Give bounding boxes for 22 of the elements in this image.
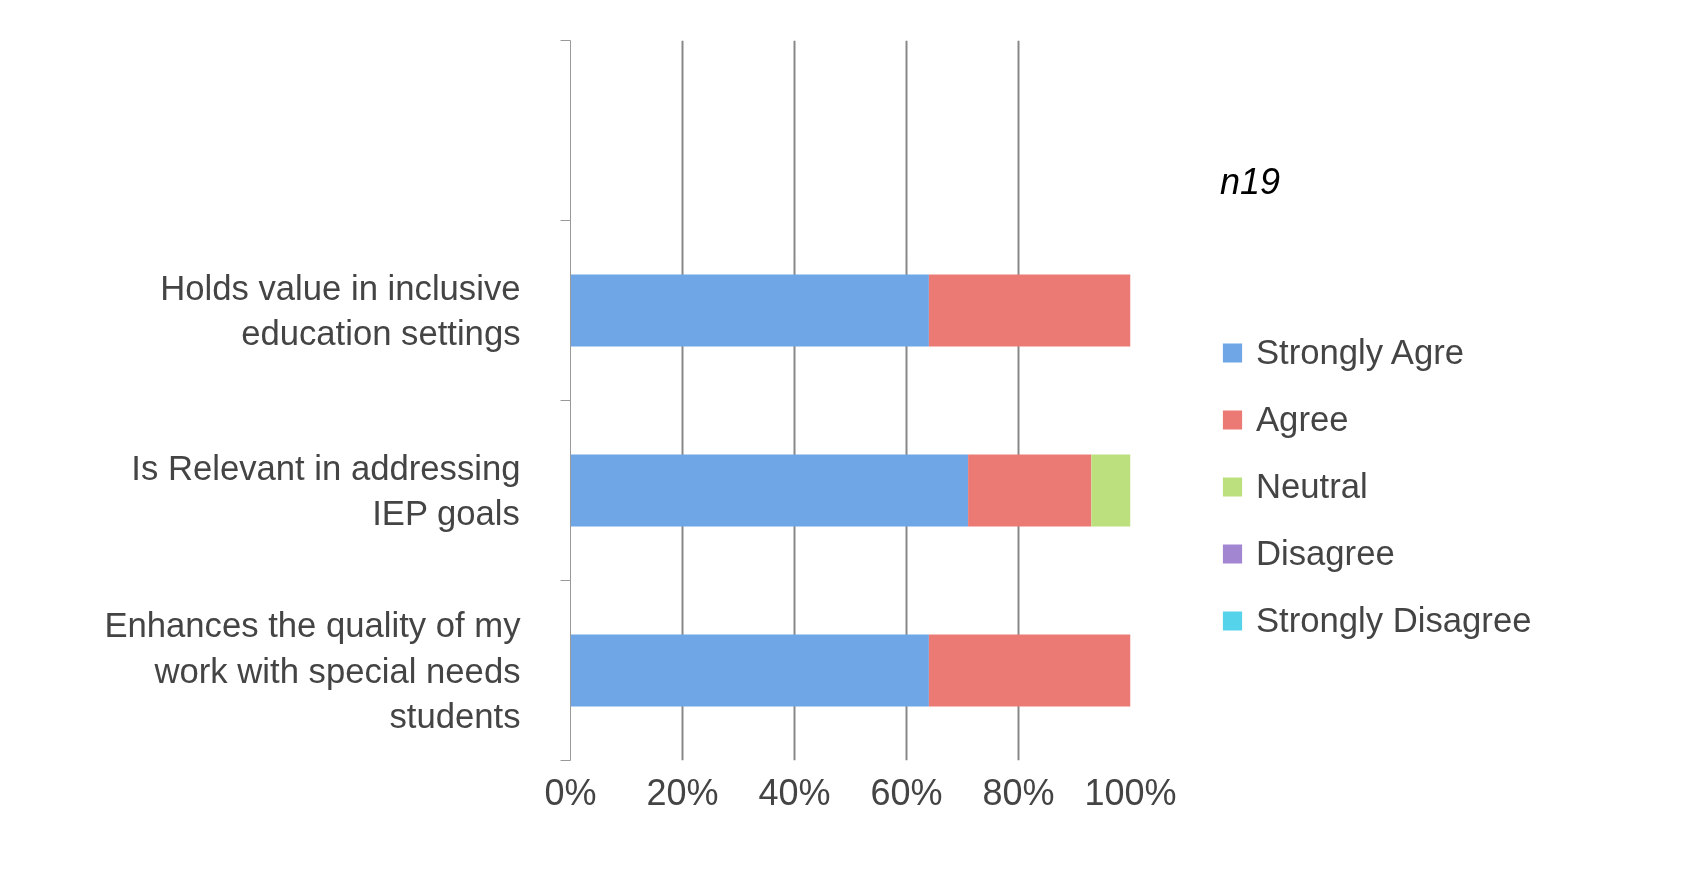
- y-tick-label: Enhances the quality of my work with special needs students: [104, 605, 522, 736]
- legend-label: Agree: [1256, 399, 1349, 439]
- y-tick-label: Is Relevant in addressing IEP goals: [131, 448, 521, 533]
- legend-label: Strongly Disagree: [1256, 600, 1532, 640]
- legend-label: Disagree: [1256, 533, 1395, 573]
- x-tick-label: 20%: [646, 771, 719, 813]
- bar: [928, 274, 1131, 347]
- text: n19: [1220, 160, 1282, 203]
- bar: [1091, 454, 1131, 527]
- x-tick-label: 60%: [870, 771, 943, 813]
- x-tick-label: 40%: [758, 771, 831, 813]
- x-tick-label: 100%: [1084, 771, 1177, 813]
- bar: [968, 454, 1092, 527]
- x-tick-label: 0%: [544, 771, 597, 813]
- legend-label: Neutral: [1256, 466, 1368, 506]
- bar: [570, 634, 929, 707]
- bar: [570, 274, 929, 347]
- y-tick-label: Holds value in inclusive education settings: [160, 268, 521, 353]
- bar: [928, 634, 1131, 707]
- x-tick-label: 80%: [982, 771, 1055, 813]
- bar: [570, 454, 969, 527]
- legend-label: Strongly Agre: [1256, 332, 1465, 372]
